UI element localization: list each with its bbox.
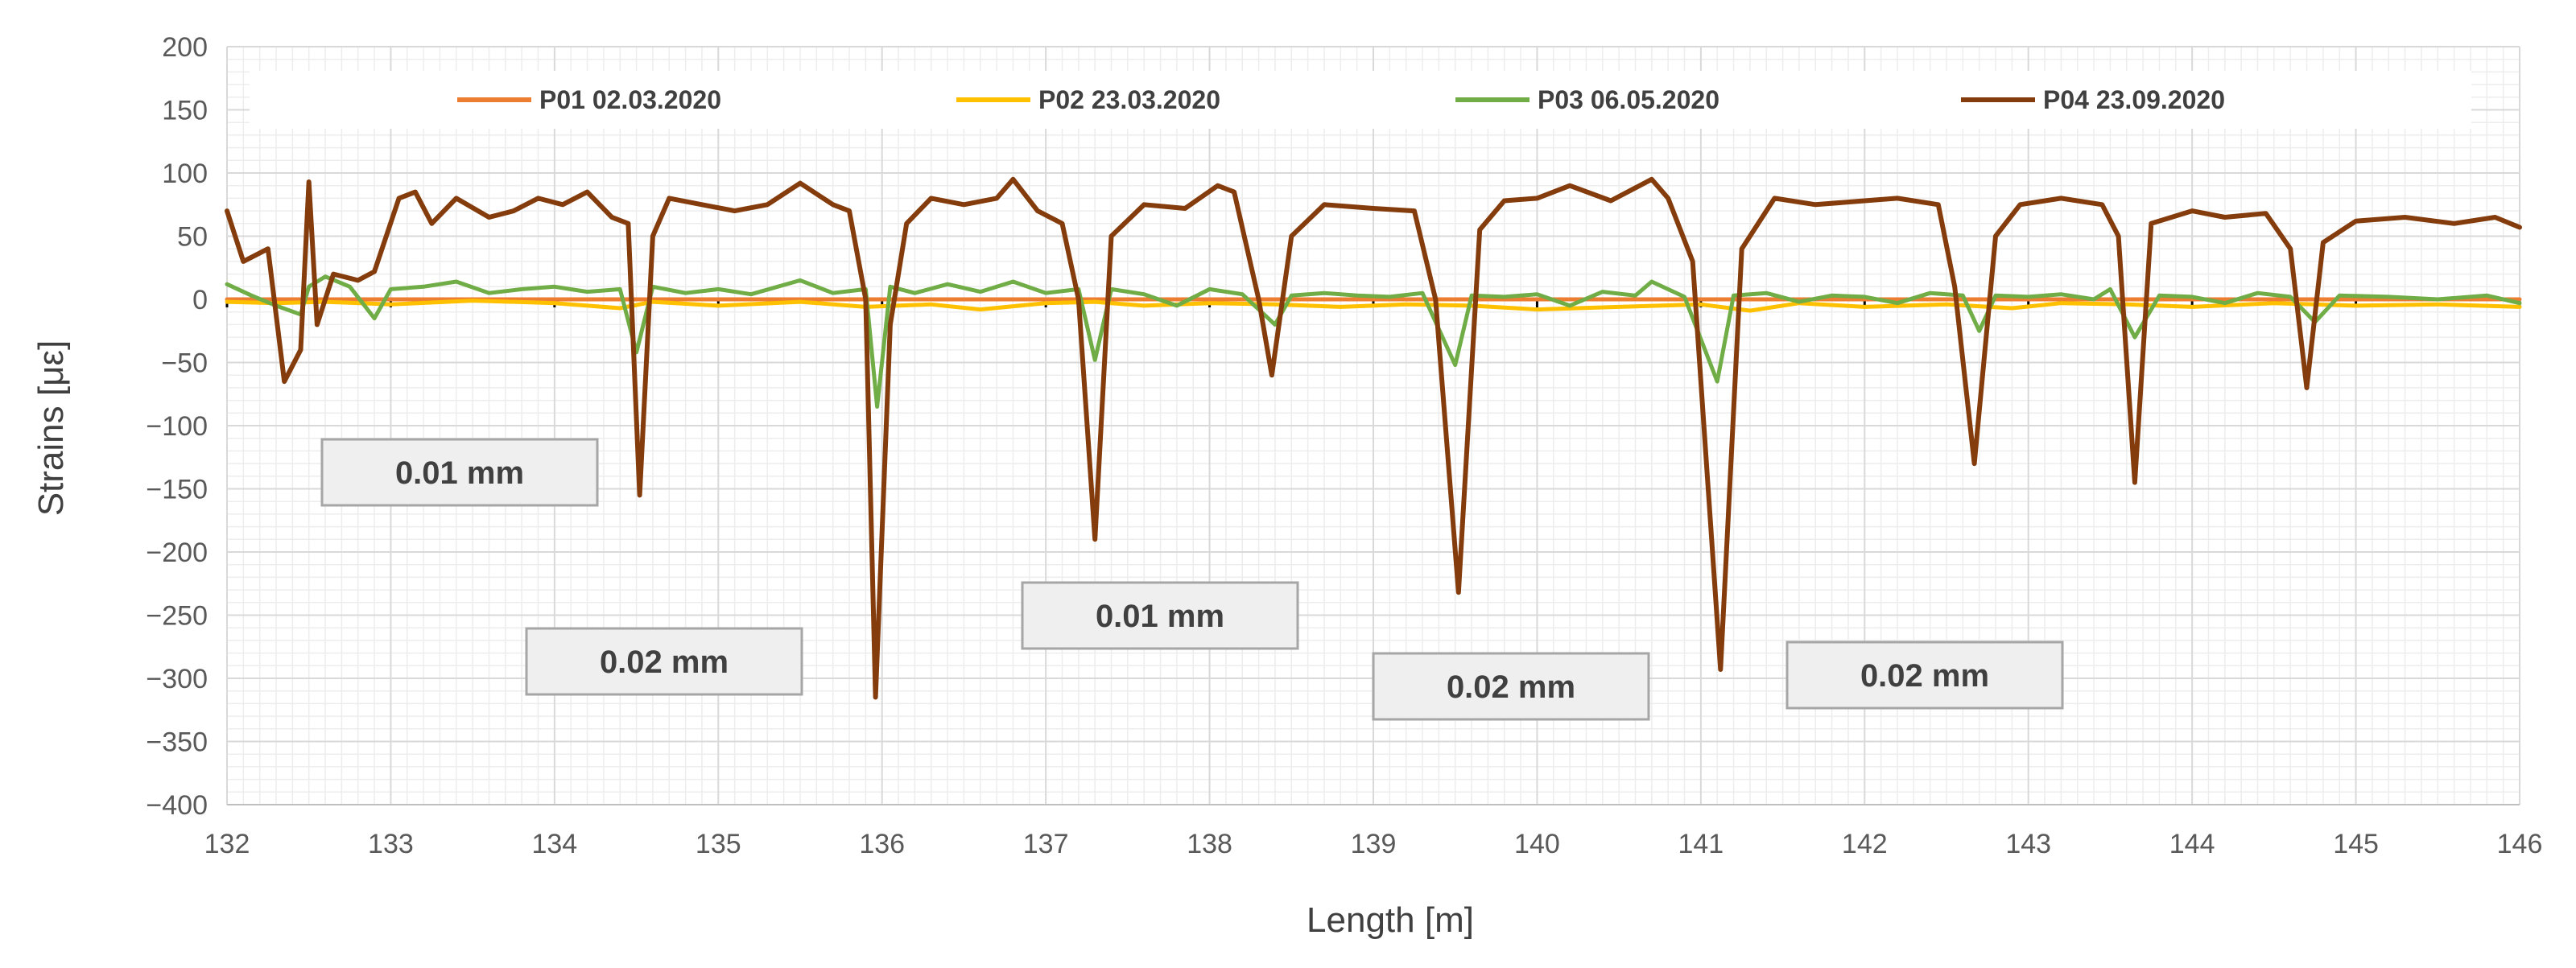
x-tick-label: 145 [2333, 829, 2379, 859]
x-tick-label: 141 [1678, 829, 1724, 859]
annotation-label-4: 0.02 mm [1447, 669, 1575, 705]
y-tick-label: −100 [146, 411, 208, 442]
legend: P01 02.03.2020 P02 23.03.2020 P03 06.05.… [250, 71, 2471, 129]
y-tick-label: 50 [177, 222, 208, 253]
x-tick-label: 138 [1187, 829, 1232, 859]
annotation-label-5: 0.02 mm [1860, 658, 1989, 694]
legend-item-p03: P03 06.05.2020 [1455, 85, 1719, 114]
annotations: 0.01 mm 0.02 mm 0.01 mm 0.02 mm 0.02 mm [320, 438, 2064, 721]
x-axis-title: Length [m] [1307, 900, 1474, 940]
annotation-box-5: 0.02 mm [1785, 641, 2064, 710]
legend-label-p04: P04 23.09.2020 [2043, 85, 2225, 114]
x-tick-label: 144 [2169, 829, 2215, 859]
annotation-label-3: 0.01 mm [1096, 599, 1224, 634]
y-tick-label: −400 [146, 790, 208, 821]
y-tick-label: 0 [192, 285, 208, 315]
x-tick-label: 146 [2497, 829, 2543, 859]
annotation-box-1-bg [320, 438, 599, 507]
annotation-box-4-bg [1372, 652, 1650, 721]
legend-label-p02: P02 23.03.2020 [1038, 85, 1220, 114]
legend-label-p03: P03 06.05.2020 [1538, 85, 1719, 114]
series-line-p03 [225, 274, 2522, 409]
legend-item-p01: P01 02.03.2020 [457, 85, 721, 114]
x-tick-label: 134 [531, 829, 577, 859]
y-tick-label: 150 [162, 96, 208, 126]
series-lines [225, 176, 2522, 700]
y-tick-label: −150 [146, 475, 208, 505]
x-tick-label: 133 [368, 829, 414, 859]
y-tick-label: 100 [162, 159, 208, 189]
x-tick-label: 132 [204, 829, 250, 859]
legend-background [250, 71, 2471, 129]
annotation-label-1: 0.01 mm [395, 455, 524, 491]
annotation-box-3: 0.01 mm [1021, 581, 1299, 650]
annotation-box-2: 0.02 mm [525, 627, 803, 696]
y-axis-title: Strains [με] [31, 340, 71, 517]
y-tick-label: −350 [146, 727, 208, 758]
x-tick-label: 135 [696, 829, 741, 859]
annotation-box-5-bg [1785, 641, 2064, 710]
annotation-box-1: 0.01 mm [320, 438, 599, 507]
annotation-label-2: 0.02 mm [600, 645, 729, 680]
series-line-p02 [225, 299, 2522, 313]
y-tick-label: −300 [146, 664, 208, 694]
y-tick-label: −50 [161, 348, 208, 379]
series-line-p04 [225, 176, 2522, 700]
x-tick-label: 139 [1351, 829, 1397, 859]
annotation-box-2-bg [525, 627, 803, 696]
x-tick-label: 137 [1023, 829, 1069, 859]
legend-item-p04: P04 23.09.2020 [1961, 85, 2225, 114]
annotation-box-4: 0.02 mm [1372, 652, 1650, 721]
y-tick-label: 200 [162, 32, 208, 63]
legend-item-p02: P02 23.03.2020 [956, 85, 1220, 114]
x-tick-label: 136 [859, 829, 905, 859]
x-tick-label: 140 [1514, 829, 1560, 859]
y-tick-label: −200 [146, 538, 208, 568]
y-tick-label: −250 [146, 601, 208, 632]
legend-label-p01: P01 02.03.2020 [539, 85, 721, 114]
x-tick-label: 143 [2005, 829, 2051, 859]
annotation-box-3-bg [1021, 581, 1299, 650]
x-tick-label: 142 [1842, 829, 1888, 859]
